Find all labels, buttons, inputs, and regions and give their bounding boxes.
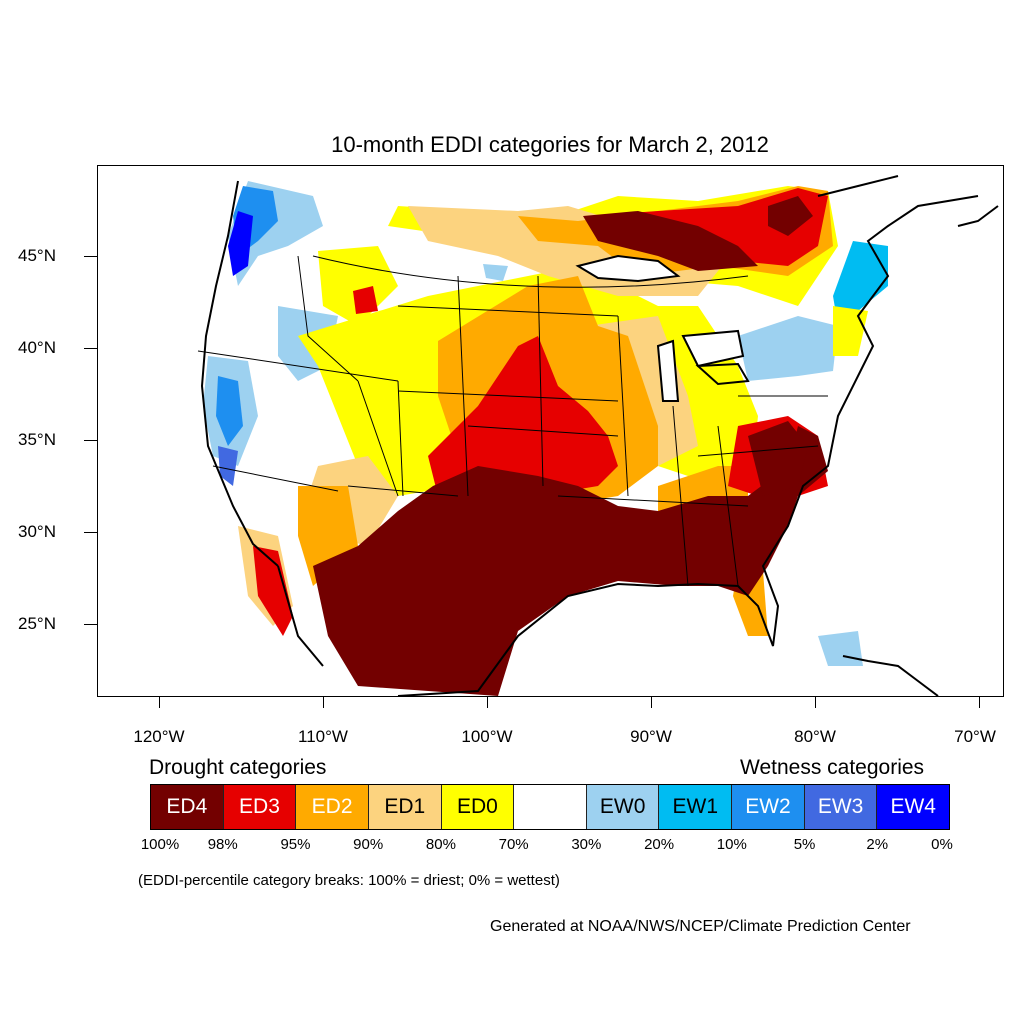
legend-break-label: 10% [716, 836, 747, 853]
lon-label: 70°W [954, 727, 996, 746]
lat-label: 40°N [18, 338, 56, 357]
lon-label: 90°W [630, 727, 672, 746]
legend-break-label: 5% [793, 836, 816, 853]
legend-break-label: 20% [644, 836, 675, 853]
legend-swatch: EW4 [877, 785, 950, 829]
lon-tick [815, 697, 816, 708]
legend-break-label: 0% [931, 836, 953, 853]
lat-tick [84, 348, 97, 349]
lon-tick [159, 697, 160, 708]
legend-break-label: 100% [140, 836, 180, 853]
legend-break-label: 80% [425, 836, 456, 853]
legend-break-label: 98% [207, 836, 238, 853]
eddi-map [98, 168, 1003, 696]
legend-break-label: 2% [866, 836, 889, 853]
lat-label: 45°N [18, 246, 56, 265]
legend-swatch: ED4 [151, 785, 224, 829]
map-panel [97, 165, 1004, 697]
lat-label: 35°N [18, 430, 56, 449]
lon-label: 80°W [794, 727, 836, 746]
legend-swatch [514, 785, 587, 829]
legend-swatch: EW1 [659, 785, 733, 829]
lon-label: 120°W [133, 727, 185, 746]
category-note: (EDDI-percentile category breaks: 100% =… [138, 872, 560, 889]
lon-label: 110°W [298, 727, 348, 746]
lon-tick [651, 697, 652, 708]
wetness-heading: Wetness categories [740, 756, 925, 779]
legend-swatch: ED3 [223, 785, 297, 829]
legend-break-label: 70% [498, 836, 529, 853]
lat-tick [84, 440, 97, 441]
lat-tick [84, 624, 97, 625]
lon-tick [979, 697, 980, 708]
legend-swatch: ED0 [441, 785, 515, 829]
drought-heading: Drought categories [149, 756, 327, 779]
lat-tick [84, 532, 97, 533]
lon-label: 100°W [461, 727, 513, 746]
legend-swatch: EW0 [586, 785, 660, 829]
legend-colorbar: ED4 ED3 ED2 ED1 ED0 EW0 EW1 EW2 EW3 EW4 [150, 784, 950, 830]
legend-swatch: ED1 [368, 785, 442, 829]
lat-label: 25°N [18, 614, 56, 633]
lat-tick [84, 256, 97, 257]
legend-swatch: ED2 [296, 785, 369, 829]
lon-tick [323, 697, 324, 708]
legend-break-label: 95% [280, 836, 311, 853]
lon-tick [487, 697, 488, 708]
credit-line: Generated at NOAA/NWS/NCEP/Climate Predi… [490, 918, 911, 935]
legend-swatch: EW3 [804, 785, 878, 829]
lat-label: 30°N [18, 522, 56, 541]
map-title: 10-month EDDI categories for March 2, 20… [331, 132, 769, 157]
legend-swatch: EW2 [732, 785, 805, 829]
legend-break-label: 90% [353, 836, 384, 853]
legend-break-label: 30% [571, 836, 602, 853]
